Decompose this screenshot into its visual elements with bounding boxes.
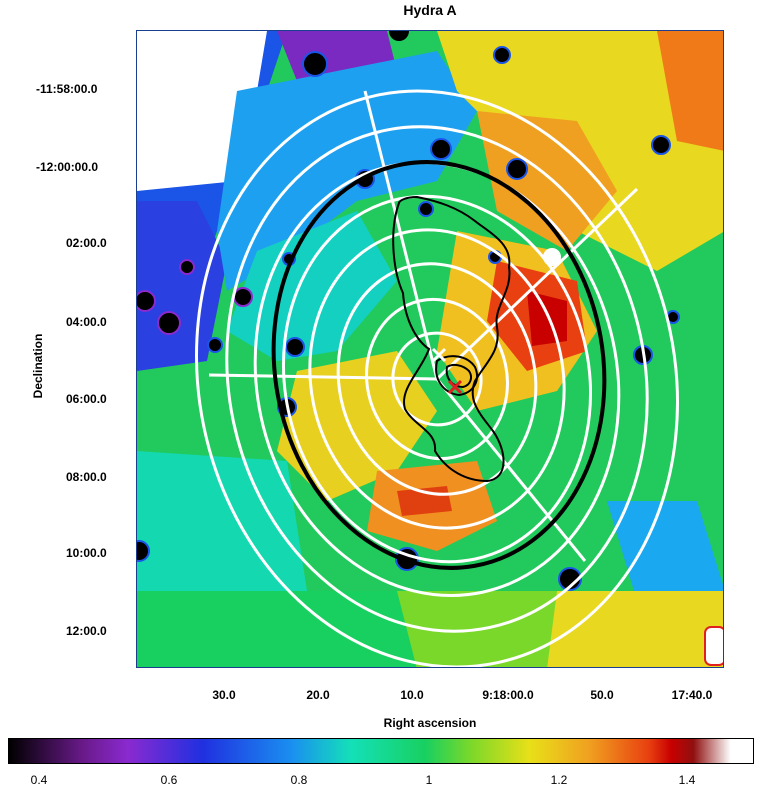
ytick-label: 08:00.0 xyxy=(66,470,107,484)
field-se-blue xyxy=(607,501,723,601)
x-axis-title: Right ascension xyxy=(383,716,477,730)
r500-ellipse xyxy=(271,160,607,570)
colorbar-tick: 0.8 xyxy=(290,773,308,787)
field-center-darkred xyxy=(527,291,567,346)
field-se-yellow xyxy=(537,591,723,667)
temperature-map xyxy=(137,31,723,667)
field-teal xyxy=(227,211,397,361)
ytick-label: 04:00.0 xyxy=(66,315,107,329)
ytick-label: 10:00.0 xyxy=(66,546,107,560)
ytick-label: 12:00.0 xyxy=(66,624,107,638)
ytick-label: 02:00.0 xyxy=(66,236,107,250)
center-markers xyxy=(431,347,463,395)
colorbar xyxy=(8,738,754,764)
field-sw-yellow xyxy=(277,351,437,501)
colorbar-tick: 1.2 xyxy=(550,773,568,787)
xtick-label: 10.0 xyxy=(400,688,424,702)
ytick-label: 06:00.0 xyxy=(66,392,107,406)
field-ne-orange xyxy=(477,111,617,251)
colorbar-tick: 0.6 xyxy=(160,773,178,787)
field-sw-teal xyxy=(137,451,307,591)
colorbar-tick: 0.4 xyxy=(30,773,48,787)
field-ne-corner xyxy=(657,31,723,151)
ytick-label: -12:00:00.0 xyxy=(36,160,99,174)
field-s-green xyxy=(137,591,417,667)
xtick-label: 20.0 xyxy=(306,688,330,702)
ytick-label: -11:58:00.0 xyxy=(36,82,98,96)
map-panel[interactable] xyxy=(136,30,724,668)
field-cyan xyxy=(217,51,477,291)
field-s-red xyxy=(397,486,452,516)
colorbar-tick: 1 xyxy=(425,773,433,787)
xtick-label: 17:40.0 xyxy=(671,688,713,702)
y-axis-title: Declination xyxy=(31,333,45,399)
xtick-label: 9:18:00.0 xyxy=(482,688,534,702)
colorbar-tick: 1.4 xyxy=(678,773,696,787)
xtick-label: 30.0 xyxy=(212,688,236,702)
xtick-label: 50.0 xyxy=(590,688,614,702)
map-title: Hydra A xyxy=(403,2,457,18)
